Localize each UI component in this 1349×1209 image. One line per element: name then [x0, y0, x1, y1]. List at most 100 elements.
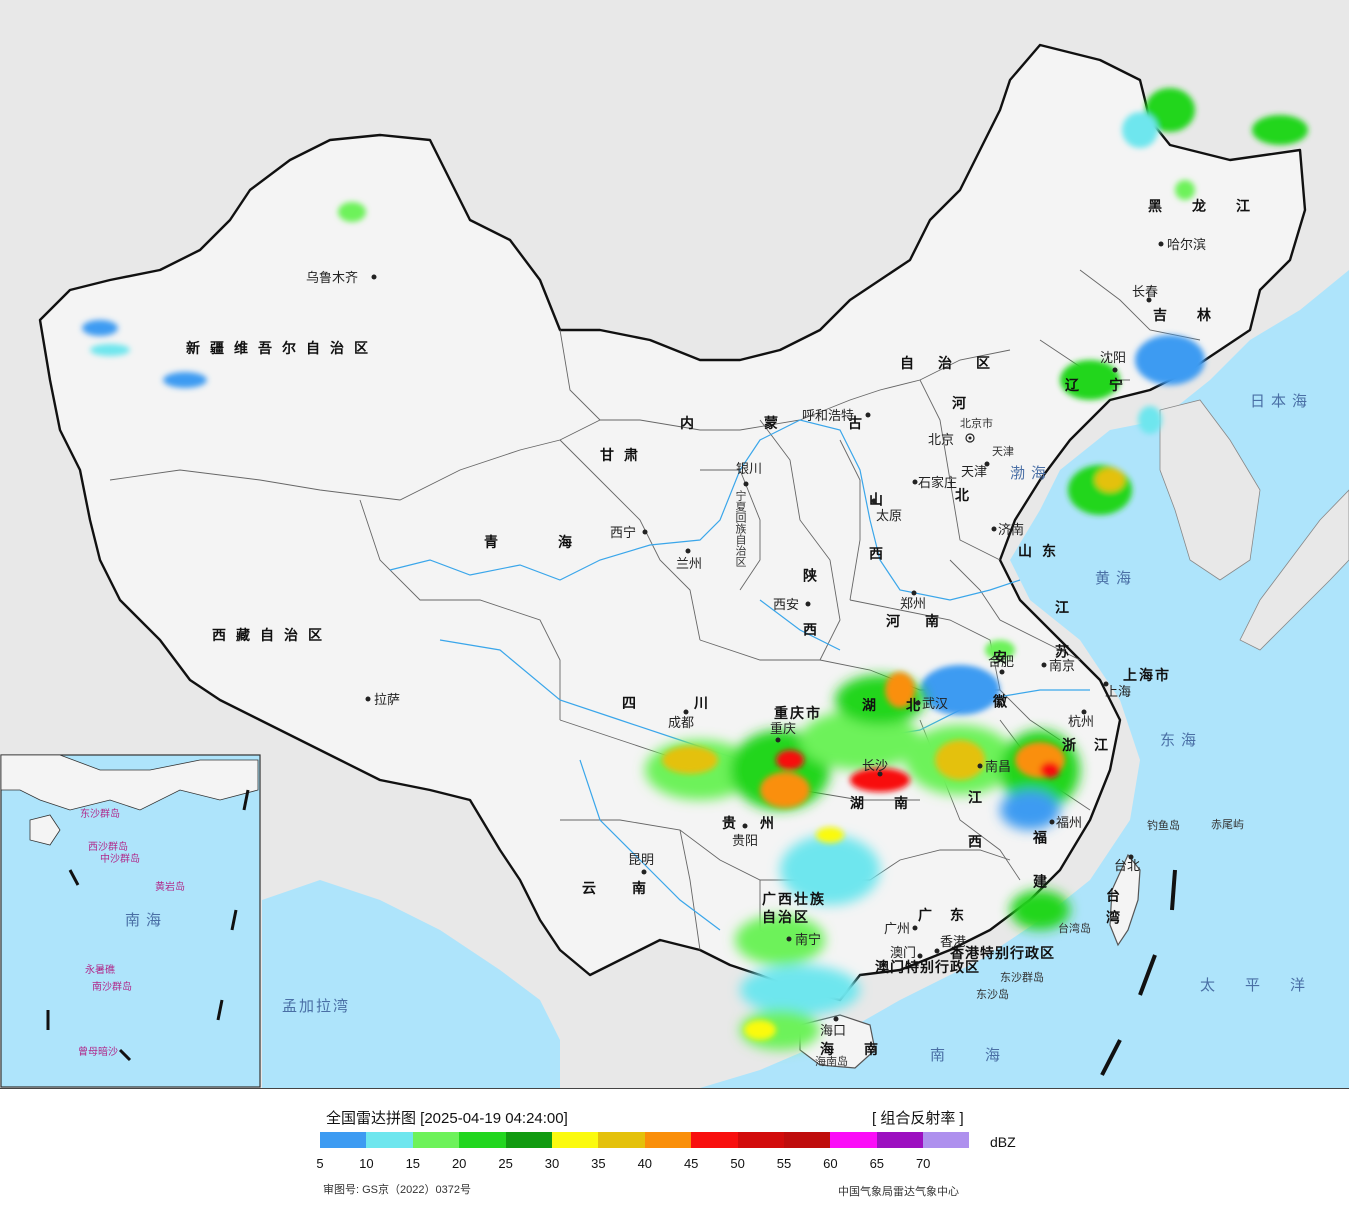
inset-zhongsha: 中沙群岛: [100, 852, 140, 865]
city-shijiazhuang: 石家庄: [918, 475, 957, 490]
color-swatch-5: [551, 1132, 599, 1148]
color-swatch-4: [505, 1132, 552, 1148]
label-shaanxi: 陕西: [802, 567, 818, 676]
label-neimenggu-2: 自治区: [900, 355, 1014, 371]
tick-label: 40: [637, 1156, 653, 1171]
color-swatch-12: [876, 1132, 924, 1148]
city-urumqi: 乌鲁木齐: [306, 270, 358, 285]
label-gansu: 甘肃: [600, 447, 648, 463]
color-swatch-2: [412, 1132, 460, 1148]
tick-label: 5: [316, 1156, 324, 1171]
city-chongqing: 重庆: [770, 721, 796, 736]
island-diaoyudao: 钓鱼岛: [1147, 818, 1180, 832]
city-yinchuan: 银川: [736, 461, 762, 476]
sea-ribenhai: 日本海: [1250, 393, 1313, 410]
city-tianjin: 天津: [961, 464, 987, 479]
city-lanzhou: 兰州: [676, 556, 702, 571]
label-ningxia: 宁夏回族自治区: [734, 489, 747, 567]
island-dongshadao: 东沙岛: [976, 987, 1009, 1001]
tick-label: 65: [869, 1156, 885, 1171]
province-labels: 新疆维吾尔自治区 西藏自治区 青海 甘肃 内蒙古 自治区 黑龙江 吉林 辽宁 河…: [186, 198, 1280, 1057]
color-swatch-6: [598, 1132, 645, 1148]
tick-label: 30: [544, 1156, 560, 1171]
tick-label: 55: [776, 1156, 792, 1171]
label-heilongjiang: 黑龙江: [1148, 198, 1280, 214]
city-shenyang: 沈阳: [1100, 350, 1126, 365]
radar-echoes: [82, 88, 1308, 1050]
label-qinghai: 青海: [484, 534, 632, 550]
island-hainandao: 海南岛: [815, 1054, 848, 1068]
tick-label: 25: [498, 1156, 513, 1171]
color-swatch-3: [459, 1132, 506, 1148]
city-haikou: 海口: [820, 1023, 846, 1038]
tick-label: 10: [359, 1156, 374, 1171]
color-swatch-7: [644, 1132, 692, 1148]
tick-label: 45: [683, 1156, 699, 1171]
city-macau: 澳门: [890, 945, 916, 960]
legend-panel: 全国雷达拼图 [2025-04-19 04:24:00] [ 组合反射率 ] d…: [0, 1088, 1349, 1209]
city-lhasa: 拉萨: [374, 692, 400, 707]
label-shandong: 山东: [1018, 543, 1066, 559]
label-liaoning: 辽宁: [1065, 377, 1153, 393]
city-chengdu: 成都: [668, 715, 694, 730]
label-hk-sar: 香港特别行政区: [949, 945, 1055, 961]
sea-bohai: 渤海: [1010, 465, 1052, 482]
city-guiyang: 贵阳: [732, 833, 758, 848]
city-changsha: 长沙: [862, 758, 888, 773]
legend-title: 全国雷达拼图 [2025-04-19 04:24:00]: [326, 1110, 568, 1127]
tick-label: 20: [451, 1156, 467, 1171]
city-taipei: 台北: [1114, 858, 1140, 873]
city-changchun: 长春: [1132, 284, 1158, 299]
label-tianjin-shi: 天津: [992, 445, 1014, 458]
label-jiangxi: 江西: [967, 789, 983, 878]
label-chongqing: 重庆市: [774, 705, 822, 721]
boundary-dashes: [1100, 869, 1177, 1076]
inset-zengmu: 曾母暗沙: [78, 1045, 118, 1058]
city-harbin: 哈尔滨: [1167, 237, 1206, 252]
sea-huanghai: 黄海: [1095, 570, 1137, 587]
label-guangdong: 广东: [918, 907, 982, 923]
label-guangxi-2: 自治区: [762, 909, 810, 925]
legend-product: [ 组合反射率 ]: [872, 1110, 964, 1127]
city-hefei: 合肥: [988, 654, 1014, 669]
sea-taipingyang: 太平洋: [1200, 977, 1335, 994]
city-zhengzhou: 郑州: [900, 596, 926, 611]
city-nanning: 南宁: [795, 932, 821, 947]
label-shanghai-shi: 上海市: [1123, 667, 1171, 683]
color-swatch-9: [737, 1132, 784, 1148]
label-henan: 河南: [886, 613, 964, 629]
inset-yongshu: 永暑礁: [85, 963, 115, 976]
source-credit: 中国气象局雷达气象中心: [838, 1186, 959, 1198]
color-swatch-13: [923, 1132, 970, 1148]
island-chiweiyu: 赤尾屿: [1211, 818, 1244, 831]
inset-nansha: 南沙群岛: [92, 980, 132, 993]
korea: [1159, 399, 1261, 581]
label-neimenggu: 内蒙古: [680, 415, 932, 431]
label-taiwan: 台湾: [1105, 887, 1121, 932]
city-jinan: 济南: [998, 522, 1024, 537]
tick-label: 70: [915, 1156, 931, 1171]
city-hongkong: 香港: [940, 934, 966, 949]
island-dongshaqundao: 东沙群岛: [1000, 970, 1044, 984]
label-xizang: 西藏自治区: [212, 627, 332, 643]
taiwan-island: [1109, 853, 1141, 947]
inset-dongsha: 东沙群岛: [80, 807, 120, 820]
city-nanjing: 南京: [1049, 658, 1075, 673]
label-beijing-shi: 北京市: [960, 416, 993, 430]
sea-donghai: 东海: [1160, 732, 1202, 749]
city-wuhan: 武汉: [922, 696, 948, 711]
label-hunan: 湖南: [850, 795, 938, 811]
label-jiangsu: 江苏: [1054, 599, 1070, 688]
city-labels: 乌鲁木齐 拉萨 西宁 兰州 银川 呼和浩特 北京 天津 石家庄 太原 济南 西安…: [306, 237, 1206, 1038]
inset-sea-label: 南海: [125, 912, 167, 929]
city-nanchang: 南昌: [985, 759, 1011, 774]
legend-unit: dBZ: [990, 1134, 1016, 1150]
city-hohhot: 呼和浩特: [802, 408, 854, 423]
label-sichuan: 四川: [622, 695, 766, 711]
map-approval-number: 审图号: GS京（2022）0372号: [323, 1184, 471, 1196]
tick-label: 50: [730, 1156, 745, 1171]
ocean-bengal: [262, 880, 560, 1088]
label-hebei-2: 北: [955, 487, 979, 503]
city-taiyuan: 太原: [876, 508, 902, 523]
city-beijing: 北京: [928, 432, 954, 447]
